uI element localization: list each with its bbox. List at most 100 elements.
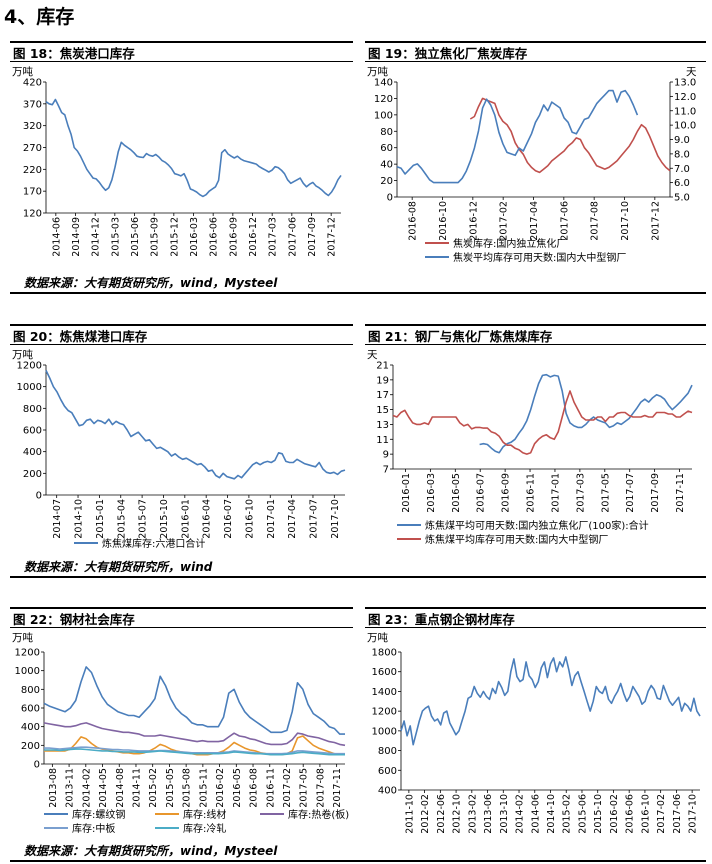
x-tick-label: 2016-03 <box>426 473 437 513</box>
x-tick-label: 2013-08 <box>48 768 59 808</box>
chart-svg: 万吨 0 200 400 600 800 1000 1200 2014-07 2014-10 201… <box>12 348 346 550</box>
y-tick-label: 21 <box>376 361 389 372</box>
y-right-tick-label: 8.0 <box>674 149 690 160</box>
y-tick-label: 100 <box>374 110 393 121</box>
x-tick-label: 2016-08 <box>408 201 419 241</box>
x-tick-label: 2011-10 <box>404 794 415 834</box>
y-right-tick-label: 12.0 <box>674 92 696 103</box>
x-tick-label: 2014-06 <box>51 217 62 257</box>
x-tick-label: 2017-12 <box>327 217 338 257</box>
y-right-tick-label: 10.0 <box>674 121 696 132</box>
y-tick-label: 0 <box>387 193 393 204</box>
x-tick-label: 2015-11 <box>198 768 209 808</box>
data-source-row3: 数据来源：大有期货研究所，wind，Mysteel <box>10 842 706 862</box>
legend-label: 炼焦煤平均可用天数:国内独立焦化厂(100家):合计 <box>425 519 649 532</box>
x-tick-label: 2014-06 <box>530 794 541 834</box>
x-tick-label: 2016-07 <box>476 473 487 513</box>
y-tick-label: 9 <box>383 450 389 461</box>
y-tick-label: 1200 <box>17 361 42 372</box>
x-tick-label: 2015-01 <box>95 499 106 539</box>
x-tick-label: 2017-02 <box>499 201 510 241</box>
figure-19-title: 图 19：独立焦化厂焦炭库存 <box>365 41 706 62</box>
y-tick-label: 270 <box>23 143 42 154</box>
x-tick-label: 2016-02 <box>215 768 226 808</box>
x-tick-label: 2017-01 <box>266 499 277 539</box>
y-tick-label: 400 <box>23 447 42 458</box>
y-axis-unit: 万吨 <box>12 348 33 361</box>
y-tick-label: 1000 <box>15 666 40 677</box>
x-tick-label: 2016-03 <box>189 217 200 257</box>
y-tick-label: 40 <box>380 160 393 171</box>
series-line <box>43 666 345 735</box>
y-tick-label: 1200 <box>15 648 40 659</box>
x-tick-label: 2012-06 <box>436 794 447 834</box>
y-tick-label: 60 <box>380 143 393 154</box>
x-tick-label: 2014-10 <box>74 499 85 539</box>
y-axis-unit: 万吨 <box>367 631 388 644</box>
y-tick-label: 80 <box>380 127 393 138</box>
y-tick-label: 600 <box>21 704 40 715</box>
legend-label: 库存:冷轧 <box>183 822 226 835</box>
x-tick-label: 2014-05 <box>98 768 109 808</box>
series-line <box>396 89 639 184</box>
y-tick-label: 1000 <box>17 382 42 393</box>
series-line <box>469 97 671 174</box>
x-tick-label: 2017-10 <box>330 499 341 539</box>
x-tick-label: 2012-10 <box>452 794 463 834</box>
y-tick-label: 200 <box>21 741 40 752</box>
x-tick-label: 2017-12 <box>650 201 661 241</box>
x-tick-label: 2014-09 <box>71 217 82 257</box>
x-tick-label: 2017-07 <box>625 473 636 513</box>
legend-label: 炼焦煤平均库存可用天数:国内大中型钢厂 <box>425 533 608 546</box>
x-tick-label: 2015-10 <box>593 794 604 834</box>
x-tick-label: 2016-11 <box>526 473 537 513</box>
x-tick-label: 2016-01 <box>180 499 191 539</box>
y-tick-label: 1800 <box>372 648 397 659</box>
legend-label: 炼焦煤库存:六港口合计 <box>102 537 205 550</box>
x-tick-label: 2017-03 <box>575 473 586 513</box>
x-tick-label: 2017-06 <box>672 794 683 834</box>
x-tick-label: 2017-08 <box>315 768 326 808</box>
y-tick-label: 600 <box>378 766 397 777</box>
x-tick-label: 2017-05 <box>600 473 611 513</box>
chart-coking-coal-days: 天 7 9 11 13 15 17 19 21 2016-01 2016-03 2016-05 2016… <box>365 347 706 555</box>
x-tick-label: 2015-07 <box>138 499 149 539</box>
x-tick-label: 2015-06 <box>130 217 141 257</box>
x-tick-label: 2016-10 <box>244 499 255 539</box>
series-line <box>392 390 693 455</box>
x-tick-label: 2015-06 <box>577 794 588 834</box>
x-tick-label: 2017-03 <box>268 217 279 257</box>
y-right-tick-label: 6.0 <box>674 178 690 189</box>
chart-steel-social-stock: 万吨 0 200 400 600 800 1000 1200 2013-08 2013-11 201… <box>10 630 353 840</box>
y-tick-label: 19 <box>376 375 389 386</box>
x-tick-label: 2016-02 <box>609 794 620 834</box>
chart-coke-independent-plant-stock: 万吨 天 0 20 40 60 80 100 120 140 5.0 6.0 7.0 8.0 9.0 10.0… <box>365 64 706 269</box>
x-tick-label: 2017-06 <box>287 217 298 257</box>
x-tick-label: 2017-01 <box>550 473 561 513</box>
x-tick-label: 2016-08 <box>249 768 260 808</box>
x-tick-label: 2017-10 <box>688 794 699 834</box>
x-tick-label: 2014-07 <box>52 499 63 539</box>
y-tick-label: 0 <box>36 491 42 502</box>
y-right-tick-label: 9.0 <box>674 135 690 146</box>
y-tick-label: 120 <box>374 94 393 105</box>
y-tick-label: 1200 <box>372 707 397 718</box>
x-tick-label: 2015-02 <box>148 768 159 808</box>
x-tick-label: 2017-02 <box>282 768 293 808</box>
x-tick-label: 2014-10 <box>546 794 557 834</box>
x-tick-label: 2015-02 <box>562 794 573 834</box>
y-tick-label: 170 <box>23 187 42 198</box>
x-tick-label: 2014-11 <box>131 768 142 808</box>
x-tick-label: 2015-03 <box>110 217 121 257</box>
y-tick-label: 200 <box>23 469 42 480</box>
y-tick-label: 320 <box>23 121 42 132</box>
x-tick-label: 2017-04 <box>287 499 298 539</box>
x-tick-label: 2016-01 <box>401 473 412 513</box>
x-tick-label: 2017-06 <box>559 201 570 241</box>
x-tick-label: 2017-05 <box>299 768 310 808</box>
series-line <box>45 98 342 198</box>
x-tick-label: 2013-10 <box>499 794 510 834</box>
series-line <box>44 748 345 756</box>
x-tick-label: 2017-09 <box>650 473 661 513</box>
x-tick-label: 2014-02 <box>81 768 92 808</box>
